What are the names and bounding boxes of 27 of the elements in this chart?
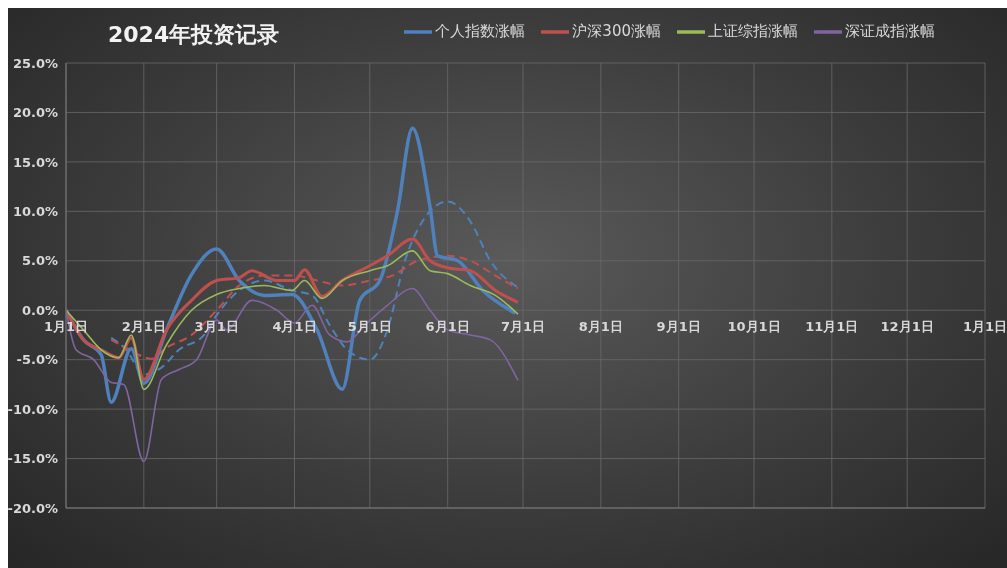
x-tick-label: 6月1日: [425, 319, 470, 335]
x-tick-label: 7月1日: [500, 319, 546, 335]
x-tick-label: 1月1日: [962, 319, 1007, 335]
x-tick-label: 11月1日: [805, 319, 859, 335]
y-tick-label: 15.0%: [12, 154, 58, 170]
y-tick-label: 5.0%: [21, 253, 58, 269]
x-tick-label: 10月1日: [727, 319, 781, 335]
y-tick-label: -15.0%: [7, 451, 58, 467]
x-tick-label: 12月1日: [880, 319, 934, 335]
x-tick-label: 2月1日: [121, 319, 166, 335]
legend-label: 上证综指涨幅: [708, 22, 798, 41]
legend-label: 沪深300涨幅: [572, 22, 661, 41]
line-series: [66, 250, 519, 391]
chart-title: 2024年投资记录: [108, 21, 280, 49]
y-tick-label: 20.0%: [12, 105, 58, 121]
x-tick-label: 9月1日: [656, 319, 701, 335]
x-tick-label: 4月1日: [272, 319, 317, 335]
legend-label: 个人指数涨幅: [435, 22, 526, 41]
x-tick-label: 8月1日: [578, 319, 623, 335]
legend-label: 深证成指涨幅: [845, 22, 935, 41]
y-tick-label: -5.0%: [16, 352, 58, 368]
y-tick-label: 10.0%: [12, 203, 58, 219]
y-tick-label: 0.0%: [21, 302, 58, 318]
y-tick-label: -10.0%: [7, 401, 58, 417]
y-tick-label: -20.0%: [7, 500, 58, 516]
y-tick-label: 25.0%: [12, 55, 58, 71]
line-series: [66, 287, 519, 463]
